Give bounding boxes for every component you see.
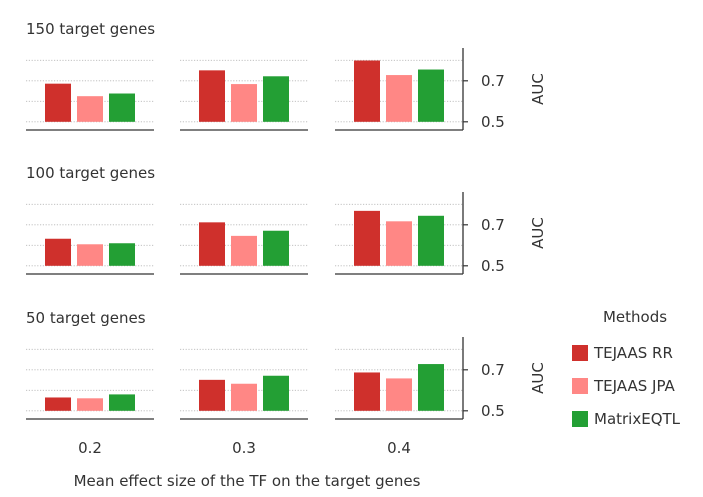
y-tick-label: 0.5 — [481, 402, 505, 420]
bar — [418, 215, 444, 266]
y-axis-label: AUC — [529, 362, 547, 394]
bar — [199, 379, 225, 411]
legend-item-matrixeqtl: MatrixEQTL — [566, 402, 703, 435]
legend-label-tejaas-rr: TEJAAS RR — [594, 343, 673, 362]
row-panel: 100 target genes 0.5 0.7 AUC — [26, 164, 547, 275]
y-tick-label: 0.7 — [481, 72, 505, 90]
y-tick-label: 0.7 — [481, 216, 505, 234]
bar — [77, 96, 103, 122]
y-tick-label: 0.7 — [481, 361, 505, 379]
legend-item-tejaas-jpa: TEJAAS JPA — [566, 369, 703, 402]
y-axis-label: AUC — [529, 217, 547, 249]
bar — [199, 70, 225, 122]
legend-swatch-tejaas-jpa — [572, 377, 588, 394]
legend-label-tejaas-jpa: TEJAAS JPA — [594, 376, 675, 395]
bar — [231, 383, 257, 411]
x-tick-label: 0.3 — [232, 439, 256, 457]
legend-item-tejaas-rr: TEJAAS RR — [566, 336, 703, 369]
bar — [45, 397, 71, 411]
bar — [354, 210, 380, 266]
bar — [109, 243, 135, 266]
row-panel: 150 target genes 0.5 0.7 AUC — [26, 20, 547, 131]
legend-label-matrixeqtl: MatrixEQTL — [594, 409, 681, 428]
legend: Methods TEJAAS RR TEJAAS JPA MatrixEQTL — [566, 308, 703, 435]
bar — [77, 244, 103, 266]
x-tick-label: 0.4 — [387, 439, 411, 457]
row-title: 100 target genes — [26, 164, 155, 182]
bar — [386, 378, 412, 411]
bar — [263, 230, 289, 266]
bar — [45, 83, 71, 122]
legend-title: Methods — [602, 308, 668, 326]
bar — [263, 375, 289, 411]
bar — [109, 93, 135, 122]
bar — [354, 60, 380, 122]
bar — [386, 221, 412, 266]
bar — [45, 238, 71, 266]
row-panel: 50 target genes 0.2 0.3 0.4 0.5 0.7 AUC — [26, 309, 547, 457]
bar — [199, 222, 225, 266]
bar — [231, 84, 257, 122]
bar — [418, 69, 444, 122]
bar — [109, 394, 135, 411]
bar — [231, 235, 257, 266]
bar — [77, 398, 103, 411]
bar — [263, 76, 289, 122]
row-title: 50 target genes — [26, 309, 146, 327]
y-tick-label: 0.5 — [481, 257, 505, 275]
legend-swatch-matrixeqtl — [572, 410, 588, 427]
bar — [386, 75, 412, 122]
x-axis-label: Mean effect size of the TF on the target… — [74, 472, 421, 490]
y-tick-label: 0.5 — [481, 113, 505, 131]
x-tick-label: 0.2 — [78, 439, 102, 457]
legend-swatch-tejaas-rr — [572, 344, 588, 361]
y-axis-label: AUC — [529, 73, 547, 105]
row-title: 150 target genes — [26, 20, 155, 38]
bar — [354, 372, 380, 411]
bar — [418, 364, 444, 411]
